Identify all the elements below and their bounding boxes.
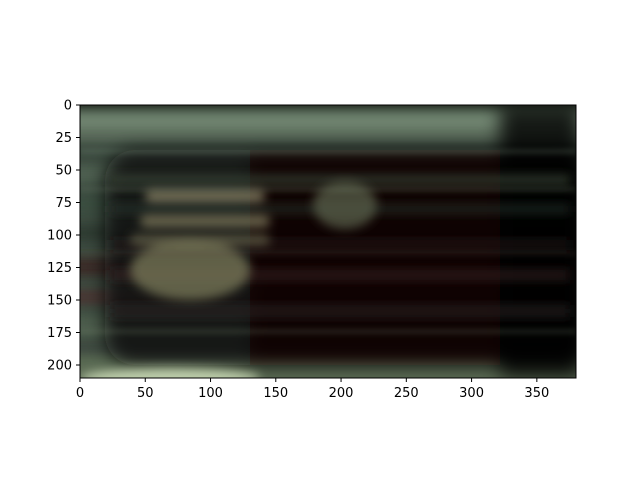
x-tick-label: 100 — [198, 386, 223, 401]
y-tick-label: 0 — [64, 99, 72, 114]
y-axis: 0 25 50 75 100 125 150 175 200 — [47, 99, 80, 374]
x-axis: 0 50 100 150 200 250 300 350 — [76, 378, 549, 401]
y-tick-label: 150 — [47, 294, 72, 309]
y-tick-label: 175 — [47, 326, 72, 341]
x-tick-label: 300 — [459, 386, 484, 401]
x-tick-label: 50 — [137, 386, 154, 401]
y-tick-label: 100 — [47, 229, 72, 244]
x-tick-label: 350 — [524, 386, 549, 401]
x-tick-label: 0 — [76, 386, 84, 401]
x-tick-label: 200 — [329, 386, 354, 401]
y-tick-label: 200 — [47, 359, 72, 374]
y-tick-label: 25 — [55, 131, 72, 146]
y-tick-label: 125 — [47, 261, 72, 276]
y-tick-label: 75 — [55, 196, 72, 211]
axes-frame — [79, 104, 577, 379]
x-tick-label: 150 — [263, 386, 288, 401]
plot-area — [79, 104, 577, 379]
x-tick-label: 250 — [394, 386, 419, 401]
heatmap-image — [80, 105, 576, 378]
y-tick-label: 50 — [55, 164, 72, 179]
